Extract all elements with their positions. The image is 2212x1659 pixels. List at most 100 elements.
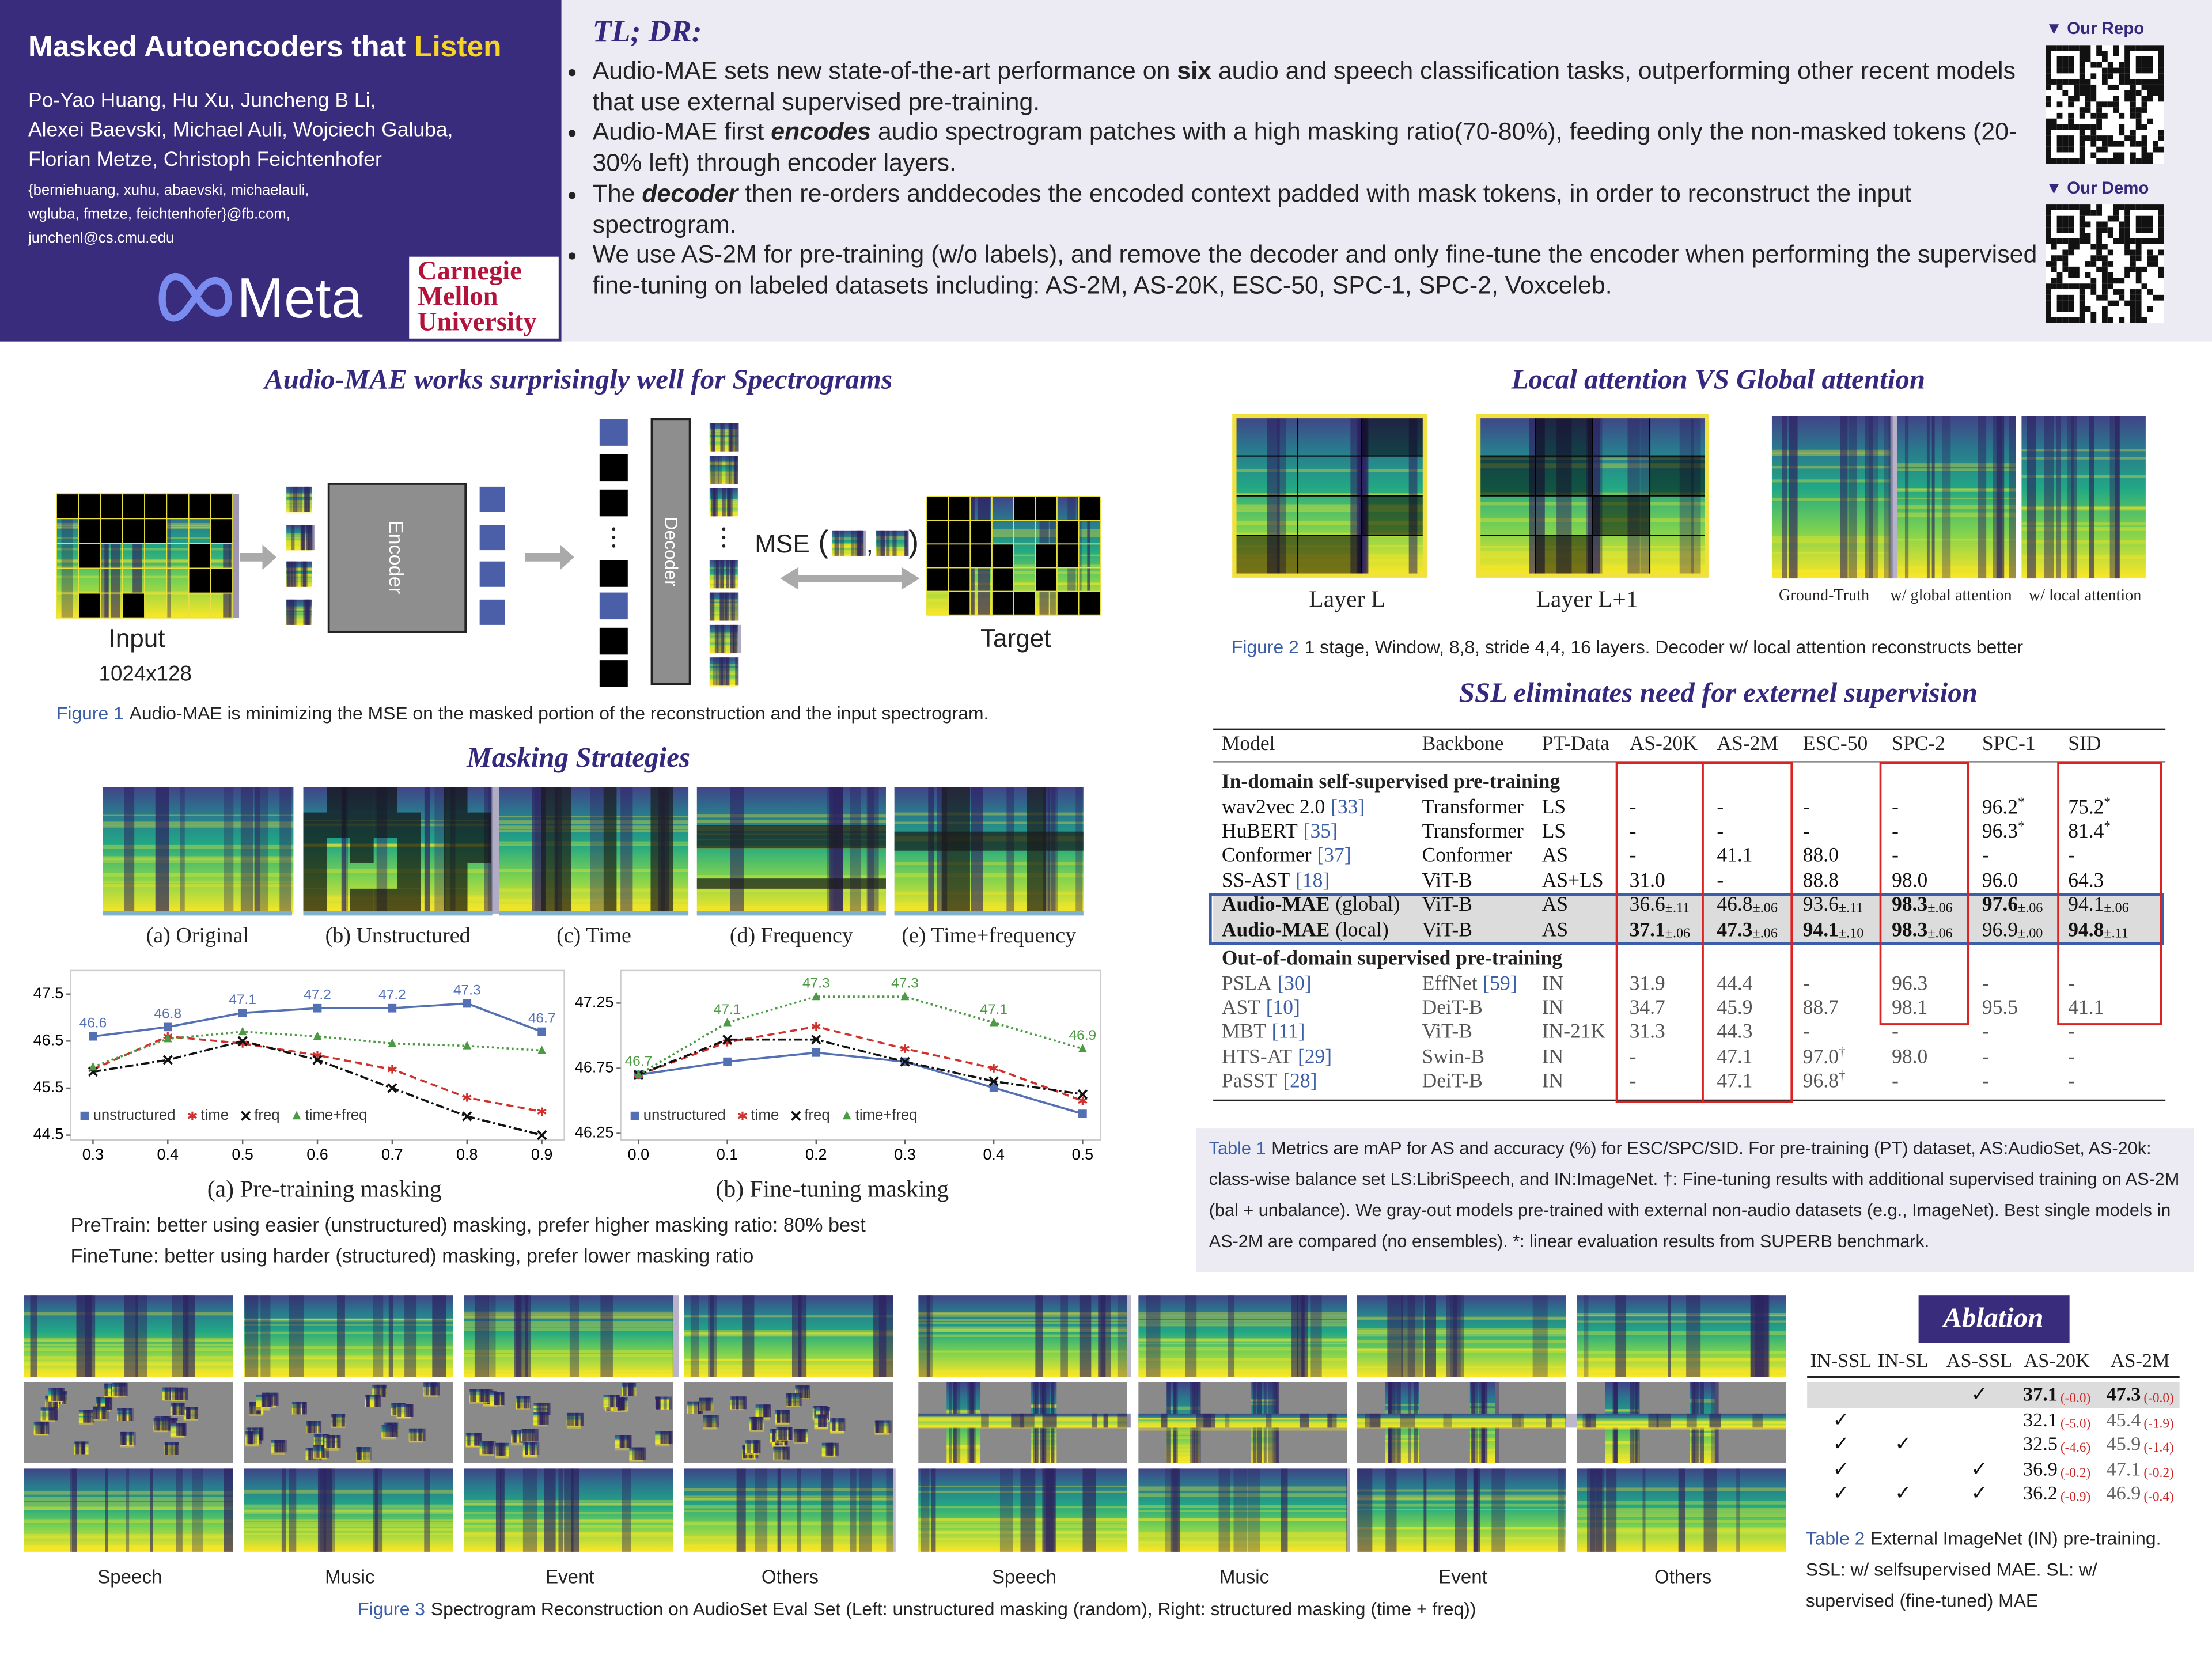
- x-tick-label: 0.5: [1072, 1146, 1093, 1163]
- qr-module: [2124, 56, 2130, 62]
- qr-module: [2130, 135, 2136, 141]
- image-border: [1232, 414, 1427, 578]
- qr-module: [2079, 124, 2085, 130]
- spectrogram-band: [1771, 498, 1891, 501]
- table-cell: Transformer: [1422, 820, 1524, 843]
- table-cell: ViT-B: [1422, 869, 1472, 892]
- qr-module: [2158, 67, 2164, 74]
- title-highlight: Listen: [414, 31, 502, 64]
- spectrogram-band: [164, 1445, 179, 1448]
- spectrogram-gap: [728, 488, 733, 517]
- qr-module: [2101, 56, 2108, 62]
- table-cell-ref: [28]: [1283, 1070, 1317, 1093]
- qr-module: [2124, 79, 2130, 85]
- spectrogram-gap: [167, 1418, 171, 1431]
- table-cell-sub: (-0.2): [2060, 1467, 2091, 1481]
- table-cell-ref: [18]: [1296, 869, 1330, 892]
- table-cell-sub: (-0.0): [2060, 1392, 2091, 1407]
- table-cell: 98.3±.06: [1892, 894, 1953, 918]
- qr-module: [2119, 67, 2125, 74]
- qr-module: [2096, 244, 2102, 250]
- table-cell-ref: [59]: [1483, 972, 1517, 995]
- qr-module: [2079, 221, 2085, 228]
- spectrogram-gap: [590, 787, 603, 914]
- spectrogram-band: [162, 1392, 177, 1396]
- spectrogram-band: [2021, 507, 2146, 509]
- mask-patch: [970, 544, 992, 568]
- qr-module: [2051, 317, 2057, 323]
- spectrogram-gap: [840, 530, 844, 556]
- spectrogram-band: [709, 461, 738, 464]
- link[interactable]: ▼ Our Demo: [2046, 177, 2149, 198]
- spectrogram-gap: [119, 1408, 123, 1421]
- qr-module: [2113, 238, 2119, 244]
- spectrogram-gap: [2067, 416, 2074, 579]
- mask-patch: [467, 838, 491, 863]
- qr-module: [2101, 312, 2108, 318]
- qr-module: [2158, 79, 2164, 85]
- qr-module: [2119, 317, 2125, 323]
- link[interactable]: ▼ Our Repo: [2046, 18, 2145, 39]
- qr-module: [2056, 146, 2063, 153]
- qr-module: [2085, 283, 2091, 290]
- group-header: Out-of-domain supervised pre-training: [1221, 947, 1563, 971]
- spectrogram-band: [876, 536, 907, 540]
- spectrogram-band: [876, 551, 907, 555]
- qr-module: [2096, 255, 2102, 262]
- spectrogram-gap: [254, 787, 268, 914]
- group-header: In-domain self-supervised pre-training: [1221, 771, 1560, 794]
- x-tick-label: 0.3: [894, 1146, 915, 1163]
- qr-module: [2079, 45, 2085, 51]
- qr-module: [2046, 215, 2051, 222]
- qr-module: [2101, 112, 2108, 119]
- qr-module: [2062, 204, 2069, 210]
- qr-module: [2079, 283, 2085, 290]
- qr-module: [2158, 227, 2164, 233]
- mask-patch: [303, 863, 327, 889]
- spectrogram-band: [120, 1435, 134, 1440]
- ellipsis-dot: [722, 536, 726, 540]
- spectrogram-bg: [1897, 416, 2016, 579]
- qr-module: [2101, 227, 2108, 233]
- spectrogram-gap: [714, 624, 719, 653]
- spectrogram-band: [103, 814, 294, 817]
- spectrogram-band: [286, 543, 312, 547]
- encoder-box: [327, 483, 467, 633]
- qr-module: [2147, 227, 2153, 233]
- qr-module: [2046, 56, 2051, 62]
- qr-module: [2096, 210, 2102, 216]
- spectrogram-gap: [54, 1395, 58, 1408]
- x-tick-label: 0.7: [381, 1146, 403, 1163]
- table-cell-main: 97.0: [1802, 1046, 1839, 1069]
- data-point: [989, 1017, 998, 1027]
- table-cell: -: [2068, 845, 2075, 868]
- spectrogram-band: [709, 431, 738, 433]
- qr-module: [2068, 141, 2074, 147]
- spectrogram-band: [286, 504, 312, 506]
- qr-module: [2119, 73, 2125, 79]
- spectrogram-band: [876, 552, 907, 556]
- qr-module: [2135, 118, 2142, 124]
- qr-module: [2096, 135, 2102, 141]
- table-cell: -: [1982, 1021, 1989, 1044]
- spectrogram-band: [709, 476, 738, 479]
- qr-module: [2079, 294, 2085, 301]
- spectrogram-band: [499, 843, 689, 846]
- legend-label: time+freq: [855, 1107, 918, 1123]
- spectrogram-gap: [1904, 416, 1909, 579]
- spectrogram-band: [832, 537, 863, 540]
- spectrogram-band: [1234, 532, 1425, 537]
- qr-module: [2051, 204, 2057, 210]
- image-baseline: [894, 911, 1084, 916]
- legend-label: freq: [254, 1107, 279, 1123]
- legend-label: unstructured: [93, 1107, 176, 1123]
- table-cell: 47.1 (-0.2): [2106, 1460, 2173, 1482]
- spectrogram-band: [696, 875, 886, 878]
- table-cell: LS: [1541, 820, 1566, 843]
- cmu-logo-bg: [409, 256, 559, 339]
- qr-module: [2153, 204, 2158, 210]
- table-cell-main: 96.3: [1982, 820, 2018, 843]
- spectrogram-gap: [292, 486, 297, 512]
- table-cell: 93.6±.11: [1803, 894, 1863, 918]
- spectrogram-gap: [128, 1431, 132, 1445]
